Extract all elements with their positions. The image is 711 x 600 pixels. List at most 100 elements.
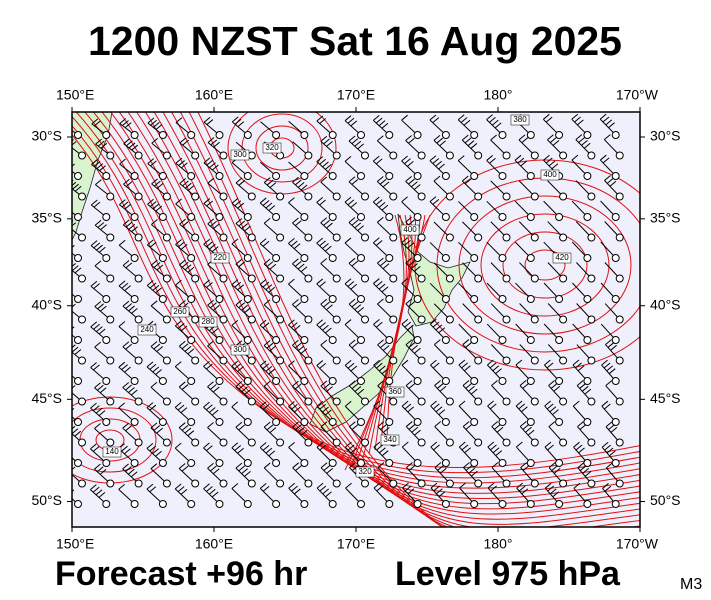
barb-feather xyxy=(128,305,135,312)
barb-feather xyxy=(376,444,383,451)
station xyxy=(559,356,568,365)
barb-feather xyxy=(376,216,384,223)
isobar xyxy=(92,112,640,494)
lon-label: 170°W xyxy=(616,536,659,552)
isobar xyxy=(72,125,640,474)
lat-label: 45°S xyxy=(31,390,62,406)
barb-feather xyxy=(244,389,251,395)
wind-barb xyxy=(119,158,139,180)
barb-feather xyxy=(237,366,244,372)
wind-barb xyxy=(146,442,167,467)
barb-feather xyxy=(118,239,126,246)
wind-barb xyxy=(486,114,507,139)
barb-feather xyxy=(316,237,324,244)
wind-barb xyxy=(207,299,228,324)
wind-barb xyxy=(373,400,394,426)
wind-barb xyxy=(459,482,479,508)
barb-feather xyxy=(492,365,500,372)
barb-feather xyxy=(604,444,611,451)
wind-barb xyxy=(203,279,224,303)
barb-feather xyxy=(93,323,100,330)
barb-feather xyxy=(128,142,136,149)
wind-barb xyxy=(207,137,228,160)
station xyxy=(502,192,511,201)
barb-feather xyxy=(610,344,617,351)
barb-feather xyxy=(320,380,328,387)
wind-barb xyxy=(320,380,341,406)
wind-barb xyxy=(288,197,309,221)
wind-barb xyxy=(288,161,309,180)
barb-feather xyxy=(241,223,248,229)
wind-barb xyxy=(542,113,564,139)
station xyxy=(328,131,337,139)
wind-barb xyxy=(515,359,535,385)
barb-feather xyxy=(118,280,126,287)
wind-barb xyxy=(72,375,82,385)
station xyxy=(219,192,228,201)
station xyxy=(413,459,422,467)
barb-feather xyxy=(155,287,163,294)
barb-feather xyxy=(514,154,522,161)
wind-barb xyxy=(178,463,200,488)
barb-feather xyxy=(118,483,125,490)
station xyxy=(304,315,313,324)
barb-feather xyxy=(578,137,585,143)
station xyxy=(474,356,483,365)
barb-feather xyxy=(320,217,328,224)
wind-barb xyxy=(377,380,398,406)
barb-feather xyxy=(155,450,162,457)
wind-barb xyxy=(147,117,167,139)
barb-feather xyxy=(486,155,493,161)
barb-feather xyxy=(231,116,239,123)
station xyxy=(130,213,139,221)
contour-label-box xyxy=(230,149,250,161)
wind-barb xyxy=(373,278,394,303)
lon-label: 170°E xyxy=(337,87,375,103)
barb-feather xyxy=(463,462,470,468)
barb-feather xyxy=(345,482,352,489)
wind-barb xyxy=(235,258,256,283)
barb-feather xyxy=(203,401,210,408)
wind-barb xyxy=(147,239,167,262)
station xyxy=(530,192,539,201)
isobar xyxy=(502,231,588,299)
barb-feather xyxy=(583,142,591,149)
barb-feather xyxy=(179,259,186,266)
station xyxy=(191,479,200,488)
barb-feather xyxy=(237,121,245,128)
wind-barb xyxy=(259,401,281,426)
wind-barb xyxy=(146,483,167,508)
station xyxy=(498,459,507,467)
wind-barb xyxy=(263,380,285,406)
station xyxy=(328,172,337,180)
barb-feather xyxy=(375,158,383,165)
barb-feather xyxy=(294,488,301,495)
station xyxy=(474,192,483,201)
barb-feather xyxy=(546,362,554,369)
barb-feather xyxy=(351,138,359,145)
isobar xyxy=(136,112,640,520)
barb-feather xyxy=(350,365,358,372)
barb-feather xyxy=(234,200,242,207)
station xyxy=(276,233,285,242)
wind-barb xyxy=(259,483,281,508)
barb-feather xyxy=(377,339,384,346)
barb-feather xyxy=(411,263,418,269)
station xyxy=(555,418,564,426)
station xyxy=(361,356,369,365)
station xyxy=(357,213,365,221)
barb-feather xyxy=(237,202,245,209)
station xyxy=(385,336,394,344)
barb-feather xyxy=(241,468,248,475)
station xyxy=(276,397,285,406)
station xyxy=(187,459,196,467)
barb-feather xyxy=(404,321,412,328)
station xyxy=(304,438,313,447)
wind-barb xyxy=(401,318,422,344)
wind-barb xyxy=(516,441,535,467)
barb-feather xyxy=(492,447,500,454)
barb-feather xyxy=(63,200,69,205)
barb-feather xyxy=(515,359,523,366)
barb-feather xyxy=(404,403,412,410)
barb-feather xyxy=(64,119,70,124)
